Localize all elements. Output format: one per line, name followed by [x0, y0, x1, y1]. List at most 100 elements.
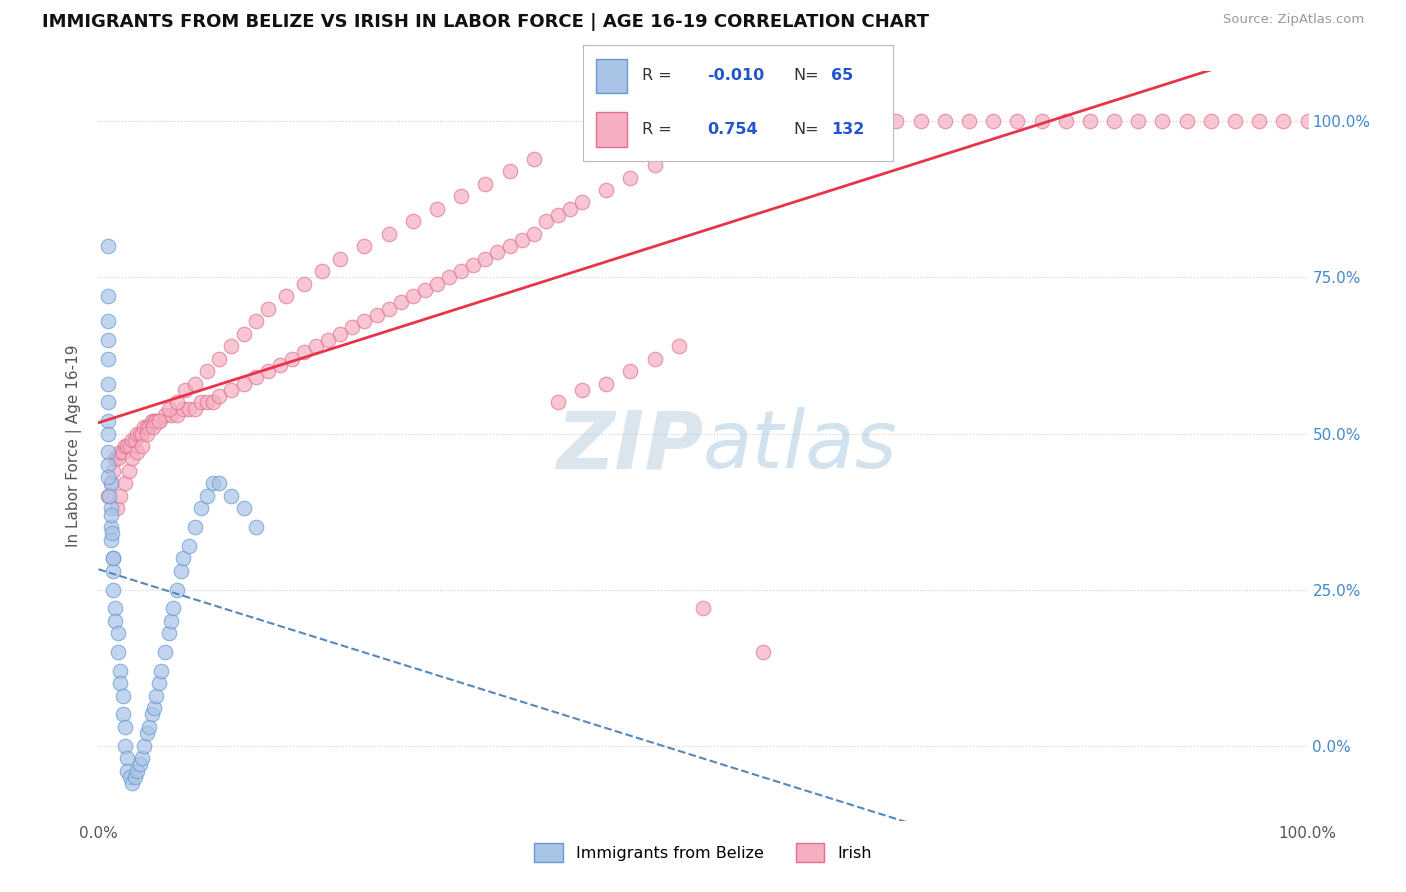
Text: R =: R =	[643, 69, 672, 84]
Point	[134, 739, 156, 753]
Point	[1102, 114, 1125, 128]
Point	[202, 395, 225, 409]
Point	[202, 476, 225, 491]
Point	[305, 339, 328, 353]
Point	[97, 289, 120, 303]
Point	[837, 114, 859, 128]
Point	[232, 376, 254, 391]
Point	[100, 476, 122, 491]
Point	[221, 489, 243, 503]
Point	[1199, 114, 1222, 128]
Point	[474, 252, 496, 266]
Point	[740, 114, 762, 128]
Point	[450, 264, 472, 278]
Point	[142, 420, 165, 434]
Point	[692, 133, 714, 147]
Point	[668, 145, 690, 160]
Point	[107, 645, 129, 659]
Point	[111, 445, 134, 459]
Point	[174, 383, 197, 397]
Point	[128, 426, 150, 441]
Point	[107, 451, 129, 466]
Point	[692, 601, 714, 615]
Point	[523, 152, 546, 166]
Point	[108, 664, 131, 678]
Point	[292, 345, 315, 359]
Point	[644, 158, 666, 172]
Point	[402, 214, 425, 228]
FancyBboxPatch shape	[596, 112, 627, 146]
Point	[121, 776, 143, 790]
Text: ZIP: ZIP	[555, 407, 703, 485]
Point	[131, 439, 153, 453]
Point	[179, 401, 201, 416]
Point	[121, 451, 143, 466]
Point	[108, 445, 131, 459]
Point	[121, 433, 143, 447]
Point	[108, 489, 131, 503]
Point	[353, 314, 375, 328]
Point	[256, 364, 278, 378]
Point	[100, 508, 122, 522]
Point	[100, 476, 122, 491]
Point	[245, 520, 267, 534]
Point	[97, 351, 120, 366]
Point	[571, 195, 593, 210]
Point	[150, 664, 173, 678]
Point	[166, 582, 188, 597]
Point	[148, 414, 170, 428]
Point	[413, 283, 436, 297]
Point	[232, 501, 254, 516]
Point	[98, 489, 121, 503]
Point	[128, 757, 150, 772]
Point	[97, 445, 120, 459]
Point	[668, 339, 690, 353]
Point	[97, 333, 120, 347]
Point	[221, 339, 243, 353]
Point	[124, 770, 146, 784]
Text: atlas: atlas	[703, 407, 898, 485]
Point	[595, 376, 617, 391]
Point	[141, 414, 163, 428]
Point	[316, 333, 339, 347]
Point	[486, 245, 509, 260]
Point	[595, 183, 617, 197]
Point	[118, 439, 141, 453]
Point	[114, 720, 136, 734]
Point	[1272, 114, 1295, 128]
Point	[160, 408, 183, 422]
Point	[1078, 114, 1101, 128]
Point	[141, 707, 163, 722]
Point	[101, 564, 124, 578]
Point	[145, 414, 167, 428]
Text: 65: 65	[831, 69, 853, 84]
Point	[131, 751, 153, 765]
Point	[184, 520, 207, 534]
Point	[910, 114, 932, 128]
Point	[311, 264, 333, 278]
Point	[117, 764, 139, 778]
Point	[281, 351, 304, 366]
Point	[1007, 114, 1029, 128]
Point	[105, 501, 128, 516]
Point	[981, 114, 1004, 128]
Text: N=: N=	[794, 121, 820, 136]
Point	[292, 277, 315, 291]
Point	[716, 127, 738, 141]
Point	[153, 645, 176, 659]
Point	[143, 414, 166, 428]
Point	[190, 395, 212, 409]
Point	[97, 470, 120, 484]
Point	[134, 420, 156, 434]
Point	[1296, 114, 1319, 128]
Point	[195, 489, 218, 503]
Point	[166, 408, 188, 422]
Point	[366, 308, 388, 322]
Text: 0.754: 0.754	[707, 121, 758, 136]
Point	[195, 364, 218, 378]
Point	[184, 376, 207, 391]
Point	[143, 701, 166, 715]
Point	[190, 501, 212, 516]
Point	[886, 114, 908, 128]
Point	[97, 458, 120, 472]
